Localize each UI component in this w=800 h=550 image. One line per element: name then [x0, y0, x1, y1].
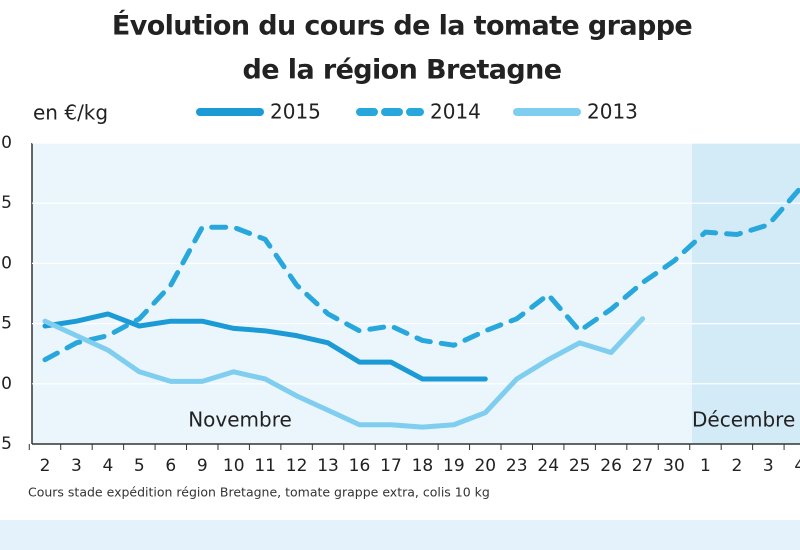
series-line: [42, 316, 646, 430]
series-line: [42, 311, 488, 382]
x-tick-label: 1: [700, 456, 711, 476]
series-line: [42, 186, 800, 363]
y-tick-label: 0: [1, 253, 12, 273]
x-tick-label: 18: [412, 456, 434, 476]
month-label: Novembre: [188, 408, 292, 432]
x-tick-label: 3: [763, 456, 774, 476]
plot-background: [32, 143, 800, 444]
x-tick-label: 2: [40, 456, 51, 476]
legend-label: 2013: [587, 100, 638, 124]
y-tick-label: 0: [1, 374, 12, 394]
x-tick-label: 26: [600, 456, 622, 476]
x-tick-label: 3: [71, 456, 82, 476]
x-tick-label: 6: [165, 456, 176, 476]
x-tick-label: 19: [443, 456, 465, 476]
chart-title: Évolution du cours de la tomate grappe: [112, 10, 692, 42]
chart-title: de la région Bretagne: [243, 55, 562, 86]
legend-label: 2014: [430, 100, 481, 124]
x-tick-label: 13: [317, 456, 339, 476]
x-tick-label: 23: [506, 456, 528, 476]
x-tick-label: 27: [632, 456, 654, 476]
month-shade: [692, 143, 800, 444]
footer-band: [0, 520, 800, 550]
x-tick-label: 24: [537, 456, 559, 476]
x-tick-label: 25: [569, 456, 591, 476]
y-tick-label: 5: [1, 314, 12, 334]
y-tick-label: 0: [1, 133, 12, 153]
x-tick-label: 5: [134, 456, 145, 476]
x-tick-label: 4: [794, 456, 800, 476]
y-tick-label: 5: [1, 193, 12, 213]
x-tick-label: 12: [286, 456, 308, 476]
x-tick-label: 20: [474, 456, 496, 476]
x-tick-label: 17: [380, 456, 402, 476]
x-tick-label: 4: [102, 456, 113, 476]
x-tick-label: 2: [731, 456, 742, 476]
legend-label: 2015: [270, 100, 321, 124]
source-note: Cours stade expédition région Bretagne, …: [28, 485, 490, 500]
x-tick-label: 16: [349, 456, 371, 476]
x-tick-label: 9: [197, 456, 208, 476]
y-axis-label: en €/kg: [33, 101, 108, 125]
x-tick-label: 10: [223, 456, 245, 476]
x-tick-label: 11: [254, 456, 276, 476]
month-label: Décembre: [692, 408, 795, 432]
x-tick-label: 30: [663, 456, 685, 476]
y-tick-label: 5: [1, 434, 12, 454]
